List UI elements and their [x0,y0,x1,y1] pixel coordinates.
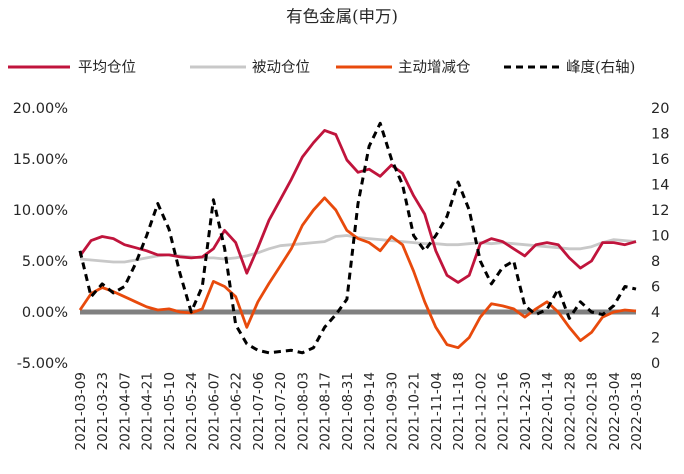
left-axis-tick-label: 0.00% [22,305,68,321]
x-axis-tick-label: 2021-05-10 [162,372,178,450]
left-axis-tick-label: 10.00% [13,203,68,219]
plot-area [78,121,637,355]
right-axis-tick-label: 6 [651,280,660,296]
legend-label-avg-position: 平均仓位 [78,59,136,76]
x-axis-tick-label: 2021-03-09 [73,372,89,450]
axes: -5.00% 0.00% 5.00% 10.00% 15.00% 20.00% 0 2 4 6 8 1… [13,101,670,450]
series-line-kurtosis [78,121,637,355]
x-axis-tick-label: 2022-03-04 [607,372,623,450]
right-axis-tick-label: 2 [651,331,660,347]
x-axis-tick-label: 2021-07-06 [251,372,267,450]
chart-title: 有色金属(申万) [286,7,398,26]
x-axis-tick-label: 2021-11-04 [429,372,445,450]
x-axis-tick-label: 2021-08-31 [340,372,356,450]
right-axis-tick-label: 12 [651,203,669,219]
x-axis-tick-label: 2021-06-07 [206,372,222,450]
right-axis-tick-label: 8 [651,254,660,270]
right-axis-tick-label: 0 [651,356,660,372]
x-axis-tick-label: 2021-12-02 [473,372,489,450]
legend-label-kurtosis: 峰度(右轴) [566,59,635,76]
legend-label-active-change: 主动增减仓 [398,59,471,76]
x-axis-tick-label: 2021-11-18 [451,372,467,450]
series-line-avg-position [78,129,637,284]
right-axis-tick-label: 16 [651,152,669,168]
right-axis-tick-label: 4 [651,305,660,321]
left-axis-tick-label: -5.00% [17,356,68,372]
x-axis-tick-label: 2021-08-17 [318,372,334,450]
x-axis-tick-label: 2021-04-07 [117,372,133,450]
x-axis-tick-label: 2021-09-30 [384,372,400,450]
right-axis-tick-label: 20 [651,101,669,117]
left-axis-tick-label: 5.00% [22,254,68,270]
x-axis-tick-label: 2021-07-20 [273,372,289,450]
series-line-active-change [78,196,637,350]
right-axis-tick-label: 18 [651,127,669,143]
x-axis-tick-label: 2022-03-18 [629,372,645,450]
x-axis-tick-label: 2021-04-21 [140,372,156,450]
left-axis-tick-label: 20.00% [13,101,68,117]
right-axis-tick-label: 14 [651,178,669,194]
x-axis-tick-label: 2021-12-30 [518,372,534,450]
x-axis-tick-label: 2021-10-21 [407,372,423,450]
legend-label-passive-position: 被动仓位 [252,59,310,76]
left-axis-tick-label: 15.00% [13,152,68,168]
x-axis-tick-label: 2021-08-03 [295,372,311,450]
x-axis-tick-label: 2021-12-16 [496,372,512,450]
x-axis-tick-label: 2021-06-22 [229,372,245,450]
x-axis-tick-label: 2021-09-14 [362,372,378,450]
x-axis-tick-label: 2021-03-23 [95,372,111,450]
x-axis-tick-label: 2022-01-14 [540,372,556,450]
x-axis-tick-label: 2022-02-18 [585,372,601,450]
x-axis-tick-label: 2021-05-24 [184,372,200,450]
x-axis-tick-label: 2022-01-28 [562,372,578,450]
right-axis-tick-label: 10 [651,229,669,245]
legend: 平均仓位 被动仓位 主动增减仓 峰度(右轴) [8,59,635,76]
